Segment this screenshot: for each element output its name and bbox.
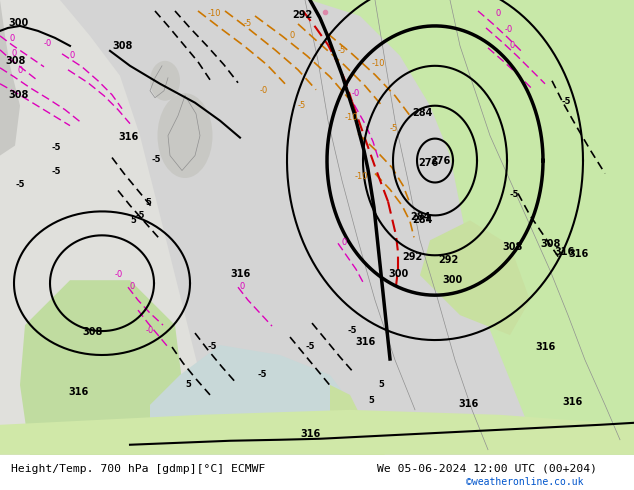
Text: -5: -5 — [390, 123, 398, 133]
Text: 284: 284 — [412, 108, 432, 118]
Text: 276: 276 — [418, 157, 438, 168]
Text: 284: 284 — [410, 212, 430, 222]
Text: 316: 316 — [300, 429, 320, 439]
Text: -10: -10 — [208, 9, 221, 18]
Text: -5: -5 — [15, 180, 25, 190]
Text: 316: 316 — [230, 269, 250, 279]
Text: -5: -5 — [305, 342, 314, 351]
Text: -5: -5 — [208, 342, 217, 351]
Text: 316: 316 — [568, 249, 588, 259]
Text: 300: 300 — [442, 275, 462, 285]
Text: -5: -5 — [52, 167, 61, 175]
Text: 0: 0 — [10, 34, 15, 43]
Text: 308: 308 — [8, 90, 29, 100]
Polygon shape — [310, 0, 634, 455]
Text: 316: 316 — [68, 387, 88, 397]
Text: 316: 316 — [562, 397, 582, 407]
Polygon shape — [0, 410, 634, 455]
Text: ©weatheronline.co.uk: ©weatheronline.co.uk — [466, 477, 583, 487]
Text: 5: 5 — [130, 217, 136, 225]
Text: 0: 0 — [70, 51, 75, 60]
Text: -0: -0 — [505, 25, 514, 34]
Polygon shape — [420, 0, 634, 196]
Text: 5: 5 — [378, 380, 384, 389]
Text: 292: 292 — [438, 255, 458, 265]
Text: -5: -5 — [348, 326, 358, 335]
Text: 300: 300 — [388, 269, 408, 279]
Text: 316: 316 — [554, 247, 574, 257]
Text: -10: -10 — [355, 172, 368, 181]
Polygon shape — [0, 0, 20, 155]
Text: 276: 276 — [430, 155, 450, 166]
Text: 284: 284 — [412, 216, 432, 225]
Text: 5: 5 — [185, 380, 191, 389]
Text: -5: -5 — [510, 191, 519, 199]
Polygon shape — [20, 280, 185, 455]
Text: -5: -5 — [136, 211, 145, 220]
Text: -0: -0 — [352, 89, 360, 98]
Text: -5: -5 — [338, 46, 346, 55]
Text: 308: 308 — [82, 327, 102, 337]
Text: -5: -5 — [258, 370, 268, 379]
Text: -0: -0 — [115, 270, 123, 279]
Ellipse shape — [157, 93, 212, 178]
Text: 308: 308 — [502, 242, 522, 252]
Polygon shape — [0, 0, 220, 455]
Text: 0: 0 — [130, 282, 135, 291]
Polygon shape — [150, 345, 360, 455]
Polygon shape — [420, 220, 530, 335]
Text: 316: 316 — [355, 337, 375, 347]
Text: -5: -5 — [152, 154, 162, 164]
Text: 0: 0 — [240, 282, 245, 291]
Text: 308: 308 — [540, 239, 560, 249]
Text: 5: 5 — [368, 396, 374, 405]
Text: 292: 292 — [402, 252, 422, 262]
Text: -5: -5 — [52, 143, 61, 151]
Text: 308: 308 — [5, 56, 25, 66]
Text: -5: -5 — [562, 97, 571, 106]
Text: 0: 0 — [342, 238, 347, 247]
Text: 316: 316 — [118, 132, 138, 142]
Ellipse shape — [150, 61, 180, 101]
Text: 316: 316 — [535, 342, 555, 352]
Text: -0: -0 — [44, 39, 52, 48]
Text: Height/Temp. 700 hPa [gdmp][°C] ECMWF: Height/Temp. 700 hPa [gdmp][°C] ECMWF — [11, 464, 266, 474]
Text: -5: -5 — [244, 19, 252, 28]
Text: 0: 0 — [12, 49, 17, 58]
Polygon shape — [580, 0, 634, 46]
Text: 0: 0 — [18, 66, 23, 75]
Text: 292: 292 — [292, 10, 313, 20]
Text: 0: 0 — [495, 9, 500, 18]
Text: -10: -10 — [345, 113, 358, 122]
Text: 308: 308 — [112, 41, 133, 51]
Text: 0: 0 — [290, 31, 295, 40]
Text: 5: 5 — [145, 198, 151, 207]
Text: -0: -0 — [260, 86, 268, 95]
Text: -10: -10 — [372, 59, 385, 68]
Text: -5: -5 — [298, 101, 306, 110]
Polygon shape — [330, 385, 385, 455]
Text: -0: -0 — [146, 326, 154, 335]
Text: 300: 300 — [8, 18, 29, 28]
Text: 316: 316 — [458, 399, 478, 409]
Text: We 05-06-2024 12:00 UTC (00+204): We 05-06-2024 12:00 UTC (00+204) — [377, 464, 597, 474]
Text: 0: 0 — [510, 41, 515, 50]
